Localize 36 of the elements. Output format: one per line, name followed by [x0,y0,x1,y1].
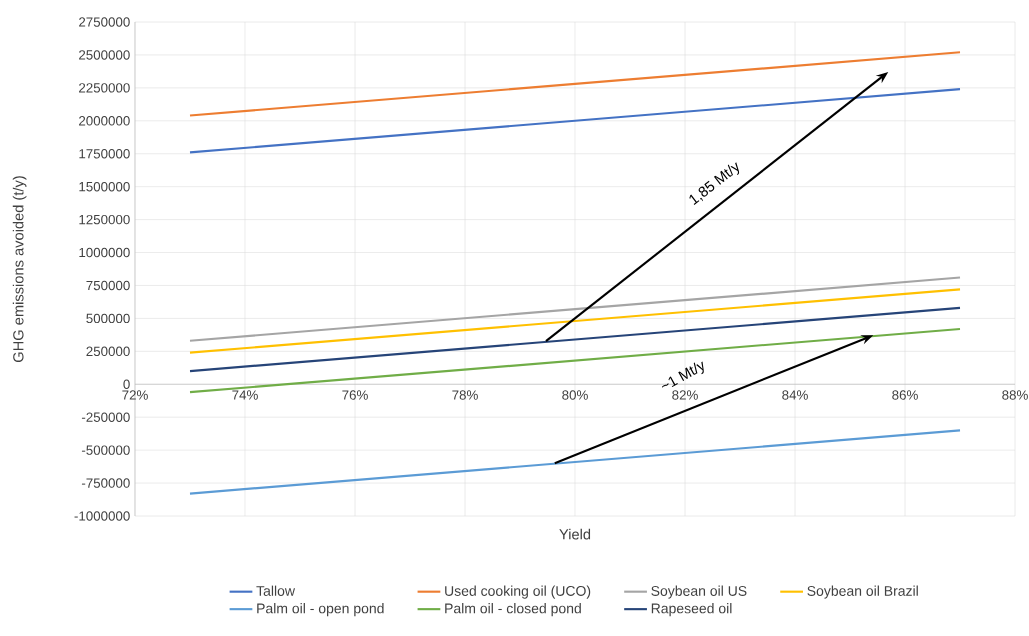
y-tick-label: 1750000 [79,149,130,159]
legend-label: Palm oil - open pond [257,603,384,617]
y-tick-label: -1000000 [74,511,130,521]
y-tick-label: 2000000 [79,116,130,126]
y-tick-label: 0 [123,379,130,389]
legend-label: Palm oil - closed pond [445,603,581,617]
y-tick-label: 500000 [86,313,130,324]
x-tick-label: 76% [342,390,368,400]
x-tick-label: 84% [782,390,808,400]
legend-label: Used cooking oil (UCO) [445,585,591,599]
legend-label: Tallow [256,585,296,596]
x-axis-title: Yield [559,528,591,540]
y-tick-label: 1500000 [79,181,130,192]
annotation: ~1 Mt/y [661,361,704,388]
x-tick-label: 72% [122,390,148,400]
y-tick-label: 2500000 [79,50,130,60]
x-tick-label: 80% [562,390,588,400]
x-tick-label: 86% [892,390,918,400]
annotation: 1,85 Mt/y [689,162,740,205]
y-tick-label: 250000 [86,346,130,357]
y-tick-label: -500000 [81,445,130,455]
x-tick-label: 78% [452,390,478,400]
y-tick-label: 2750000 [79,17,130,27]
y-tick-label: 1250000 [79,214,130,225]
y-tick-label: 2250000 [79,83,130,93]
x-tick-label: 82% [672,390,698,400]
y-tick-label: -250000 [81,412,130,422]
y-tick-label: 750000 [86,280,130,291]
legend-label: Soybean oil US [651,585,747,599]
x-tick-label: 74% [232,390,258,400]
x-tick-label: 88% [1002,390,1028,400]
y-tick-label: -750000 [81,478,130,488]
y-tick-label: 1000000 [79,247,130,258]
legend-label: Soybean oil Brazil [807,585,918,599]
y-axis-title: GHG emissions avoided (t/y) [12,176,27,362]
legend-label: Rapeseed oil [651,603,732,617]
